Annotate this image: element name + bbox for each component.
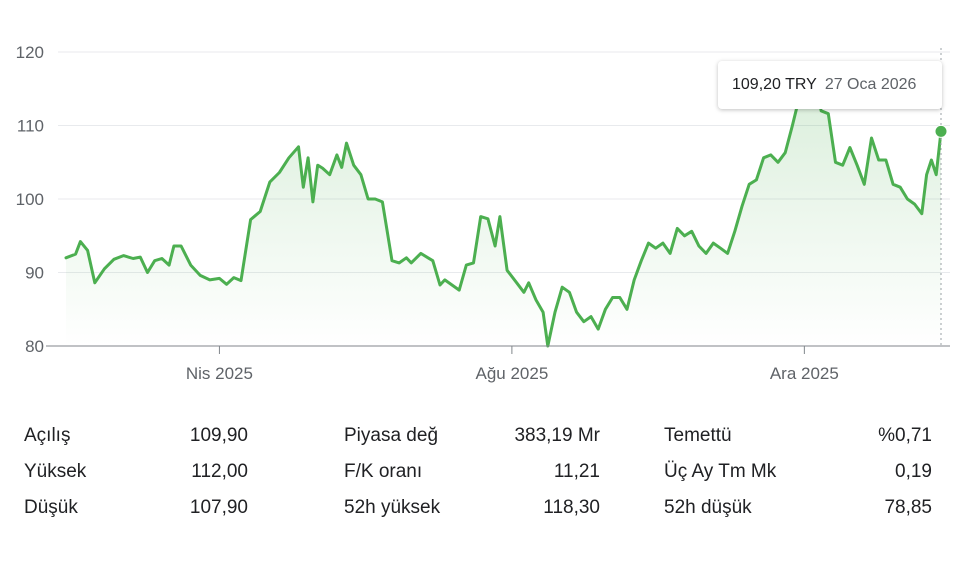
stat-cell: Düşük 107,90 <box>24 497 248 519</box>
stats-row: Açılış 109,90 Piyasa değ 383,19 Mr Temet… <box>24 418 936 454</box>
x-tick-label: Ara 2025 <box>770 364 839 383</box>
stat-cell: F/K oranı 11,21 <box>344 461 600 483</box>
stat-label: 52h düşük <box>664 497 752 518</box>
stat-value: 118,30 <box>543 497 600 518</box>
y-tick-label: 100 <box>16 190 44 209</box>
stat-value: 11,21 <box>553 461 600 482</box>
stat-label: 52h yüksek <box>344 497 441 518</box>
stat-label: Temettü <box>664 425 732 446</box>
stats-row: Düşük 107,90 52h yüksek 118,30 52h düşük… <box>24 490 936 526</box>
hover-point[interactable] <box>934 124 948 138</box>
stat-value: 109,90 <box>189 425 248 446</box>
stat-cell: 52h yüksek 118,30 <box>344 497 600 519</box>
stat-label: Düşük <box>24 497 78 518</box>
stat-value: 0,19 <box>895 461 932 482</box>
price-chart-svg[interactable]: 80 90 100 110 120 Nis 2025 Ağu 2025 Ara 2025 <box>0 0 960 400</box>
tooltip-date: 27 Oca 2026 <box>824 76 917 93</box>
stat-value: 383,19 Mr <box>514 425 600 446</box>
y-tick-label: 80 <box>25 337 44 356</box>
x-tick-label: Ağu 2025 <box>475 364 548 383</box>
y-tick-label: 90 <box>25 264 44 283</box>
stat-label: F/K oranı <box>344 461 423 482</box>
stat-value: %0,71 <box>878 425 932 446</box>
price-chart[interactable]: 80 90 100 110 120 Nis 2025 Ağu 2025 Ara 2025 1… <box>0 0 960 400</box>
stat-cell: Temettü %0,71 <box>664 425 932 447</box>
stat-cell: Piyasa değ 383,19 Mr <box>344 425 600 447</box>
stat-value: 112,00 <box>191 461 248 482</box>
tooltip-price: 109,20 TRY <box>732 76 817 93</box>
x-tick-label: Nis 2025 <box>186 364 253 383</box>
y-tick-label: 120 <box>16 43 44 62</box>
stats-row: Yüksek 112,00 F/K oranı 11,21 Üç Ay Tm M… <box>24 454 936 490</box>
key-stats-table: Açılış 109,90 Piyasa değ 383,19 Mr Temet… <box>24 418 936 526</box>
stat-cell: Yüksek 112,00 <box>24 461 248 483</box>
stat-cell: 52h düşük 78,85 <box>664 497 932 519</box>
stat-label: Yüksek <box>24 461 87 482</box>
stat-cell: Açılış 109,90 <box>24 425 248 447</box>
stat-label: Üç Ay Tm Mk <box>664 461 777 482</box>
stat-label: Açılış <box>24 425 71 446</box>
stat-cell: Üç Ay Tm Mk 0,19 <box>664 461 932 483</box>
stat-label: Piyasa değ <box>344 425 439 446</box>
y-tick-label: 110 <box>17 117 44 136</box>
stat-value: 107,90 <box>189 497 248 518</box>
price-tooltip: 109,20 TRY 27 Oca 2026 <box>718 61 942 109</box>
price-area <box>66 64 941 346</box>
stat-value: 78,85 <box>884 497 932 518</box>
